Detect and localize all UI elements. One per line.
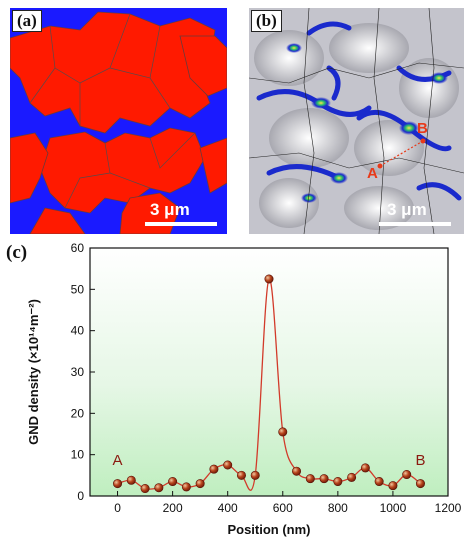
hotspots [286,43,448,203]
data-point [126,475,136,485]
x-tick-label: 1200 [435,501,462,515]
grain-boundaries-b [249,8,464,234]
data-point [140,484,150,494]
gnd-map-image: A B [249,8,464,234]
data-point [319,474,329,484]
data-point [236,470,246,480]
marker-a-label: A [367,165,378,182]
data-point [278,427,288,437]
scale-bar [145,222,217,226]
profile-line [379,140,424,167]
x-tick-label: 600 [273,501,293,515]
x-tick-label: 1000 [380,501,407,515]
x-tick-label: 0 [114,501,121,515]
marker-b-label: B [417,120,428,137]
profile-start-point [377,163,383,169]
scale-bar-b [379,222,451,226]
scale-bar-label: 3 μm [150,200,190,219]
annotation-a: A [113,452,123,469]
phase-map-image [10,8,227,234]
x-tick-label: 200 [163,501,183,515]
data-point [250,470,260,480]
data-point [374,477,384,487]
grain-boundaries [29,13,196,209]
axis-ticks: 0 200 400 600 800 1000 1200 0 10 20 30 40 50 60 [71,241,462,515]
data-point [333,477,343,487]
data-point [347,472,357,482]
y-tick-label: 40 [71,324,85,338]
profile-end-point [420,138,426,144]
y-tick-label: 20 [71,406,85,420]
plot-area [89,247,449,497]
panel-label-a: (a) [12,10,42,32]
panel-label-c: (c) [6,242,28,263]
data-point [388,481,398,491]
x-tick-label: 800 [328,501,348,515]
y-tick-label: 10 [71,448,85,462]
data-point [305,474,315,484]
data-point [209,464,219,474]
data-point [181,482,191,492]
data-point [195,479,205,489]
y-axis-title: GND density (×10¹⁴m⁻²) [26,299,41,445]
y-tick-label: 60 [71,241,85,255]
y-tick-label: 0 [77,489,84,503]
x-tick-label: 400 [218,501,238,515]
annotation-b: B [415,452,425,469]
data-point [402,470,412,480]
data-point [360,463,370,473]
gnd-map-panel: A B (b) 3 μm [249,8,464,234]
data-point [415,479,425,489]
data-point [113,479,123,489]
y-tick-label: 50 [71,282,85,296]
data-point [264,274,274,284]
data-point [154,483,164,493]
scale-bar-label-b: 3 μm [387,200,427,219]
data-point [223,460,233,470]
phase-map-panel: (a) 3 μm [10,8,227,234]
data-point [292,466,302,476]
panel-label-b: (b) [251,10,282,32]
y-tick-label: 30 [71,365,85,379]
x-axis-title: Position (nm) [227,522,310,537]
data-point [168,477,178,487]
